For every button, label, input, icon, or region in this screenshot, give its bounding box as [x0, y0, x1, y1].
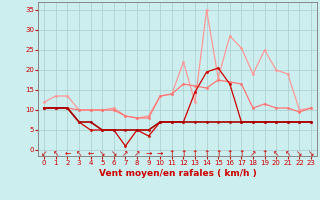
Text: ↑: ↑ — [215, 149, 221, 158]
Text: ↖: ↖ — [273, 149, 279, 158]
Text: ↑: ↑ — [227, 149, 233, 158]
X-axis label: Vent moyen/en rafales ( km/h ): Vent moyen/en rafales ( km/h ) — [99, 169, 256, 178]
Text: ↑: ↑ — [169, 149, 175, 158]
Text: ↖: ↖ — [76, 149, 82, 158]
Text: ↙: ↙ — [41, 149, 47, 158]
Text: ↑: ↑ — [261, 149, 268, 158]
Text: ↘: ↘ — [111, 149, 117, 158]
Text: ↑: ↑ — [238, 149, 244, 158]
Text: ↗: ↗ — [134, 149, 140, 158]
Text: ↑: ↑ — [204, 149, 210, 158]
Text: ↖: ↖ — [52, 149, 59, 158]
Text: ↗: ↗ — [250, 149, 256, 158]
Text: ↘: ↘ — [308, 149, 314, 158]
Text: ↘: ↘ — [296, 149, 303, 158]
Text: →: → — [145, 149, 152, 158]
Text: ↑: ↑ — [192, 149, 198, 158]
Text: ↗: ↗ — [122, 149, 129, 158]
Text: ↑: ↑ — [180, 149, 187, 158]
Text: ↖: ↖ — [284, 149, 291, 158]
Text: ↘: ↘ — [99, 149, 105, 158]
Text: ←: ← — [87, 149, 94, 158]
Text: ←: ← — [64, 149, 71, 158]
Text: →: → — [157, 149, 164, 158]
